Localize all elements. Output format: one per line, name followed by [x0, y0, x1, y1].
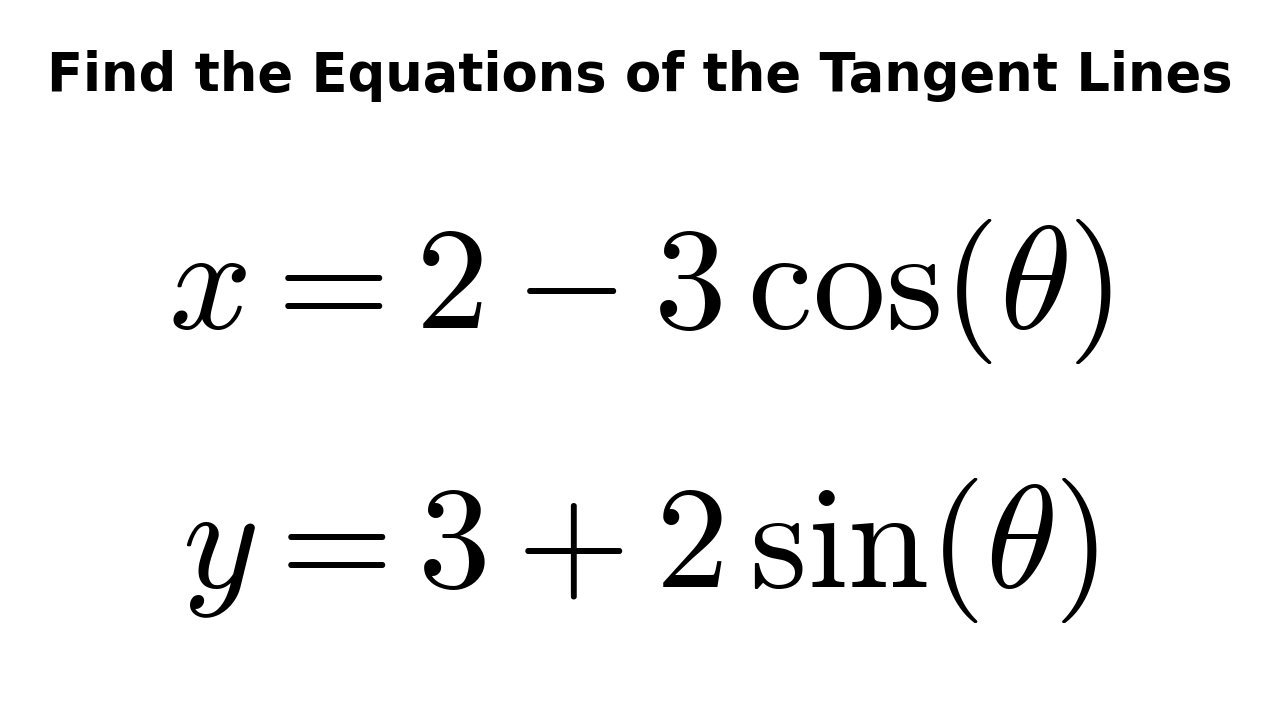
Text: Find the Equations of the Tangent Lines: Find the Equations of the Tangent Lines [47, 50, 1233, 102]
Text: $x = 2 - 3\,\cos(\theta)$: $x = 2 - 3\,\cos(\theta)$ [168, 217, 1112, 366]
Text: $y = 3 + 2\,\sin(\theta)$: $y = 3 + 2\,\sin(\theta)$ [182, 477, 1098, 625]
